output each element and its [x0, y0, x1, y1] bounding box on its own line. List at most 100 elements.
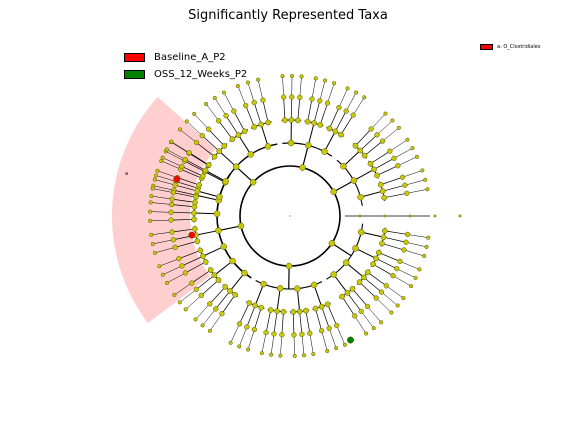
enriched-node-baseline-1 — [173, 175, 181, 183]
branch-leaf-4-2-1 — [273, 311, 278, 334]
node-leaf-257 — [205, 162, 212, 168]
node-leaf-215 — [179, 263, 185, 269]
clade-highlight-layer — [111, 96, 216, 324]
branch-leaf-2-1-1 — [373, 158, 395, 170]
node-tip-123 — [417, 267, 422, 272]
node-sub-140 — [330, 271, 337, 278]
node-sub-100 — [357, 193, 364, 201]
node-leaf-117 — [379, 240, 385, 247]
branch-leaf-2-0-0 — [355, 128, 372, 147]
node-tip-23 — [177, 127, 182, 132]
node-leaf-87 — [361, 152, 368, 159]
branch-sub-0-3 — [237, 134, 252, 155]
node-tip-49 — [256, 77, 261, 82]
branch-tip-0-4-1 — [247, 82, 255, 103]
branch-leaf-4-1-2 — [292, 311, 295, 335]
node-leaf-121 — [375, 249, 382, 256]
node-leaf-132 — [383, 283, 390, 289]
clade-key: a: O_Clostridiales — [480, 44, 540, 50]
node-sub-220 — [215, 227, 222, 234]
branch-group-5 — [218, 225, 242, 232]
node-right-spoke-1 — [383, 214, 387, 218]
node-leaf-177 — [267, 307, 274, 313]
clade-key-label: a: O_Clostridiales — [497, 44, 541, 50]
node-leaf-24 — [216, 148, 223, 154]
node-layer — [148, 73, 462, 358]
node-tip-33 — [204, 101, 209, 106]
branch-leaf-5-6-0 — [181, 166, 203, 177]
node-leaf-235 — [168, 209, 174, 215]
branch-tip-1-1-0 — [311, 78, 317, 100]
node-leaf-82 — [368, 126, 374, 132]
branch-tip-4-0-0 — [336, 325, 346, 345]
branch-sub-5-0 — [229, 272, 245, 292]
branch-sub-1-2 — [324, 131, 336, 152]
legend-item-baseline: Baseline_A_P2 — [124, 50, 247, 65]
branch-leaf-5-6-2 — [189, 152, 209, 166]
node-leaf-127 — [370, 261, 376, 267]
node-leaf-187 — [246, 300, 253, 306]
node-leaf-34 — [235, 132, 242, 138]
node-leaf-51 — [282, 117, 288, 123]
branch-leaf-5-5-1 — [175, 184, 198, 192]
node-leaf-171 — [280, 308, 287, 315]
branch-group-1 — [301, 145, 309, 168]
branch-leaf-5-0-1 — [215, 290, 231, 310]
branch-leaf-2-1-0 — [370, 150, 390, 165]
node-leaf-41 — [251, 124, 258, 130]
clade-key-swatch — [480, 44, 493, 50]
enriched-node-baseline-2 — [188, 231, 196, 239]
node-leaf-232 — [168, 217, 174, 223]
node-sub-200 — [229, 257, 236, 265]
node-leaf-71 — [326, 125, 333, 132]
node-leaf-37 — [241, 128, 248, 135]
node-sub-120 — [352, 245, 359, 252]
node-leaf-164 — [296, 308, 303, 315]
node-leaf-191 — [232, 291, 238, 298]
branch-leaf-4-0-0 — [327, 304, 337, 326]
node-tip-129 — [409, 284, 414, 289]
node-leaf-172 — [279, 332, 285, 338]
node-leaf-21 — [211, 153, 218, 160]
branch-leaf-1-2-2 — [340, 114, 354, 135]
node-tip-143 — [379, 320, 384, 325]
branch-sub-3-2 — [345, 262, 365, 278]
node-leaf-47 — [265, 119, 271, 126]
legend-item-oss: OSS_12_Weeks_P2 — [124, 67, 247, 82]
branch-leaf-0-3-1 — [225, 115, 239, 136]
node-tip-159 — [325, 348, 330, 354]
branch-tip-5-1-0 — [185, 295, 202, 310]
branch-leaf-5-1-2 — [191, 269, 211, 284]
branch-tip-2-1-2 — [397, 156, 417, 166]
branch-sub-4-2 — [276, 288, 281, 312]
node-tip-99 — [414, 154, 419, 159]
node-group-4 — [285, 262, 293, 270]
node-tip-189 — [228, 340, 233, 345]
branch-sub-2-2 — [360, 190, 383, 198]
node-leaf-245 — [172, 182, 178, 188]
branch-tip-2-0-2 — [382, 127, 399, 142]
branch-tip-5-6-1 — [166, 149, 186, 160]
node-leaf-228 — [169, 229, 175, 235]
node-tip-179 — [259, 351, 264, 356]
node-group-2 — [330, 188, 337, 196]
node-leaf-128 — [390, 272, 396, 279]
branch-tip-4-2-2 — [261, 332, 267, 354]
node-tip-196 — [200, 323, 205, 328]
node-leaf-165 — [299, 331, 305, 338]
node-leaf-217 — [197, 247, 204, 254]
node-leaf-184 — [252, 302, 259, 309]
branch-tip-0-2-2 — [194, 113, 209, 130]
node-sub-250 — [222, 178, 230, 185]
branch-tip-0-2-1 — [186, 121, 203, 136]
branch-sub-4-3 — [254, 283, 265, 306]
branch-leaf-0-4-0 — [245, 105, 255, 128]
branch-tip-0-1-2 — [170, 141, 190, 154]
node-leaf-197 — [222, 284, 229, 290]
node-tip-79 — [362, 95, 367, 100]
node-tip-206 — [177, 300, 182, 305]
node-leaf-58 — [297, 94, 303, 101]
branch-leaf-5-3-2 — [172, 228, 195, 233]
branch-tip-5-4-0 — [150, 219, 172, 222]
branch-leaf-5-4-0 — [171, 218, 195, 221]
